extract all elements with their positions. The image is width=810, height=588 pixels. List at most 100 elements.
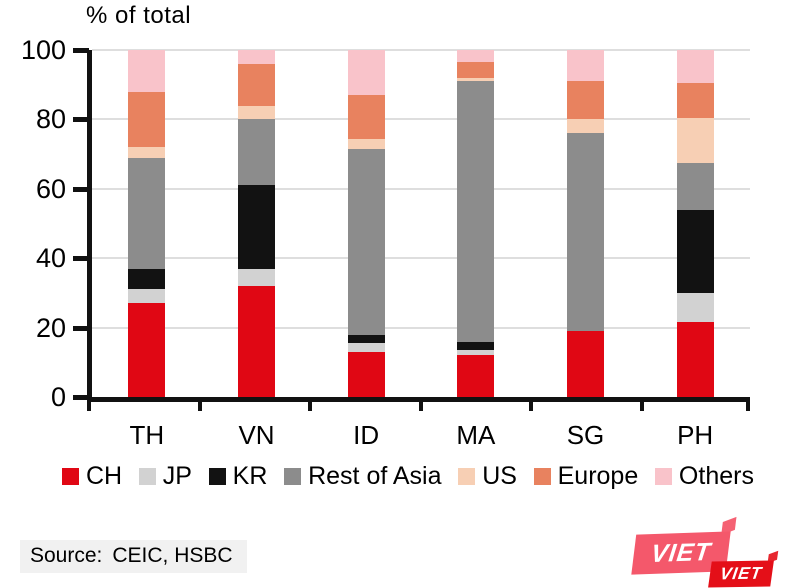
bar-TH [128,50,166,397]
viettimes-logo: VIET VIET [631,523,794,588]
bar-segment-VN-us [238,105,275,120]
legend-label: JP [162,461,192,490]
x-category-label-SG: SG [566,420,605,450]
bar-segment-TH-kr [128,268,166,290]
legend-swatch-icon [458,467,476,485]
bar-PH [676,50,714,397]
bar-segment-ID-ch [347,351,385,397]
gridline-60 [92,187,750,190]
bar-segment-MA-ch [457,355,495,397]
bar-segment-TH-others [128,50,166,92]
bar-segment-PH-us [676,117,714,163]
bar-segment-VN-ch [238,285,275,397]
x-tick-1 [197,402,202,411]
bar-segment-ID-jp [347,343,385,352]
y-tick-label-0: 0 [50,382,66,412]
bar-segment-VN-rest-of-asia [238,119,275,186]
legend-label: Others [678,461,754,490]
bar-segment-PH-others [676,50,714,84]
y-tick-100 [73,48,89,53]
bar-segment-ID-kr [347,334,385,344]
bar-segment-ID-us [347,138,385,149]
bar-segment-PH-kr [676,209,714,293]
x-tick-2 [308,402,312,411]
gridline-80 [92,118,750,121]
legend: CH JP KR Rest of Asia US Europe Others [62,459,754,493]
legend-item-ch: CH [62,462,122,491]
legend-label: Europe [557,461,639,490]
bar-segment-TH-europe [128,91,166,148]
legend-item-others: Others [654,461,754,491]
source-note: Source: CEIC, HSBC [20,540,247,573]
y-tick-40 [73,256,89,262]
legend-label: US [482,461,517,490]
bar-segment-VN-others [238,50,275,64]
bar-segment-VN-jp [238,268,275,286]
legend-label: CH [86,461,123,490]
x-category-label-ID: ID [353,420,380,450]
gridline-40 [92,257,750,260]
logo-ribbon-small: VIET [708,560,774,588]
bar-segment-TH-us [128,147,166,158]
bar-segment-SG-others [567,50,604,82]
y-tick-80 [73,117,89,123]
legend-swatch-icon [208,467,226,485]
bar-segment-MA-us [457,77,495,82]
bar-segment-MA-rest-of-asia [457,81,495,342]
legend-swatch-icon [138,467,156,485]
gridline-20 [92,326,750,329]
bar-segment-PH-ch [676,322,714,397]
x-tick-6 [746,402,750,411]
x-tick-3 [418,402,423,411]
y-axis-title: % of total [86,2,192,29]
y-tick-label-100: 100 [20,35,66,65]
bar-VN [238,50,275,397]
x-category-label-TH: TH [129,420,165,450]
gridline-100 [92,49,750,51]
bar-segment-MA-others [457,50,495,63]
x-tick-0 [87,402,91,411]
bar-segment-TH-ch [128,303,166,397]
x-tick-5 [639,402,644,411]
bar-SG [567,50,604,397]
bar-segment-VN-kr [238,185,275,269]
source-value: CEIC, HSBC [112,544,233,567]
y-tick-0 [73,395,89,400]
y-tick-label-80: 80 [35,104,66,135]
plot-area [87,49,750,402]
y-tick-label-20: 20 [35,312,66,343]
y-tick-20 [73,325,89,331]
legend-item-us: US [458,462,517,491]
legend-label: Rest of Asia [308,461,442,490]
bar-ID [347,50,385,397]
legend-swatch-icon [533,467,551,485]
bar-segment-TH-rest-of-asia [128,157,166,269]
plot-inner [92,49,750,397]
legend-item-europe: Europe [533,461,639,491]
bar-segment-ID-europe [347,95,385,139]
bar-segment-SG-us [567,119,604,134]
bar-segment-MA-kr [457,341,495,351]
bar-segment-MA-jp [457,350,495,356]
bar-segment-SG-rest-of-asia [567,133,604,332]
x-category-label-MA: MA [456,420,496,450]
legend-item-jp: JP [138,461,192,491]
legend-item-kr: KR [208,461,268,491]
x-category-label-PH: PH [677,420,714,450]
y-tick-label-60: 60 [35,173,66,204]
bar-segment-VN-europe [238,63,275,106]
legend-swatch-icon [654,467,672,485]
bar-segment-SG-europe [567,81,604,120]
legend-swatch-icon [284,467,302,485]
bar-segment-ID-rest-of-asia [347,148,385,335]
bar-segment-PH-europe [676,83,714,118]
legend-label: KR [232,461,268,490]
y-tick-label-40: 40 [35,243,66,274]
legend-item-rest-of-asia: Rest of Asia [284,461,442,491]
legend-swatch-icon [62,467,79,485]
bar-segment-SG-ch [567,331,604,397]
bar-segment-PH-rest-of-asia [676,162,714,210]
bar-segment-ID-others [347,50,385,96]
bar-segment-TH-jp [128,289,166,304]
